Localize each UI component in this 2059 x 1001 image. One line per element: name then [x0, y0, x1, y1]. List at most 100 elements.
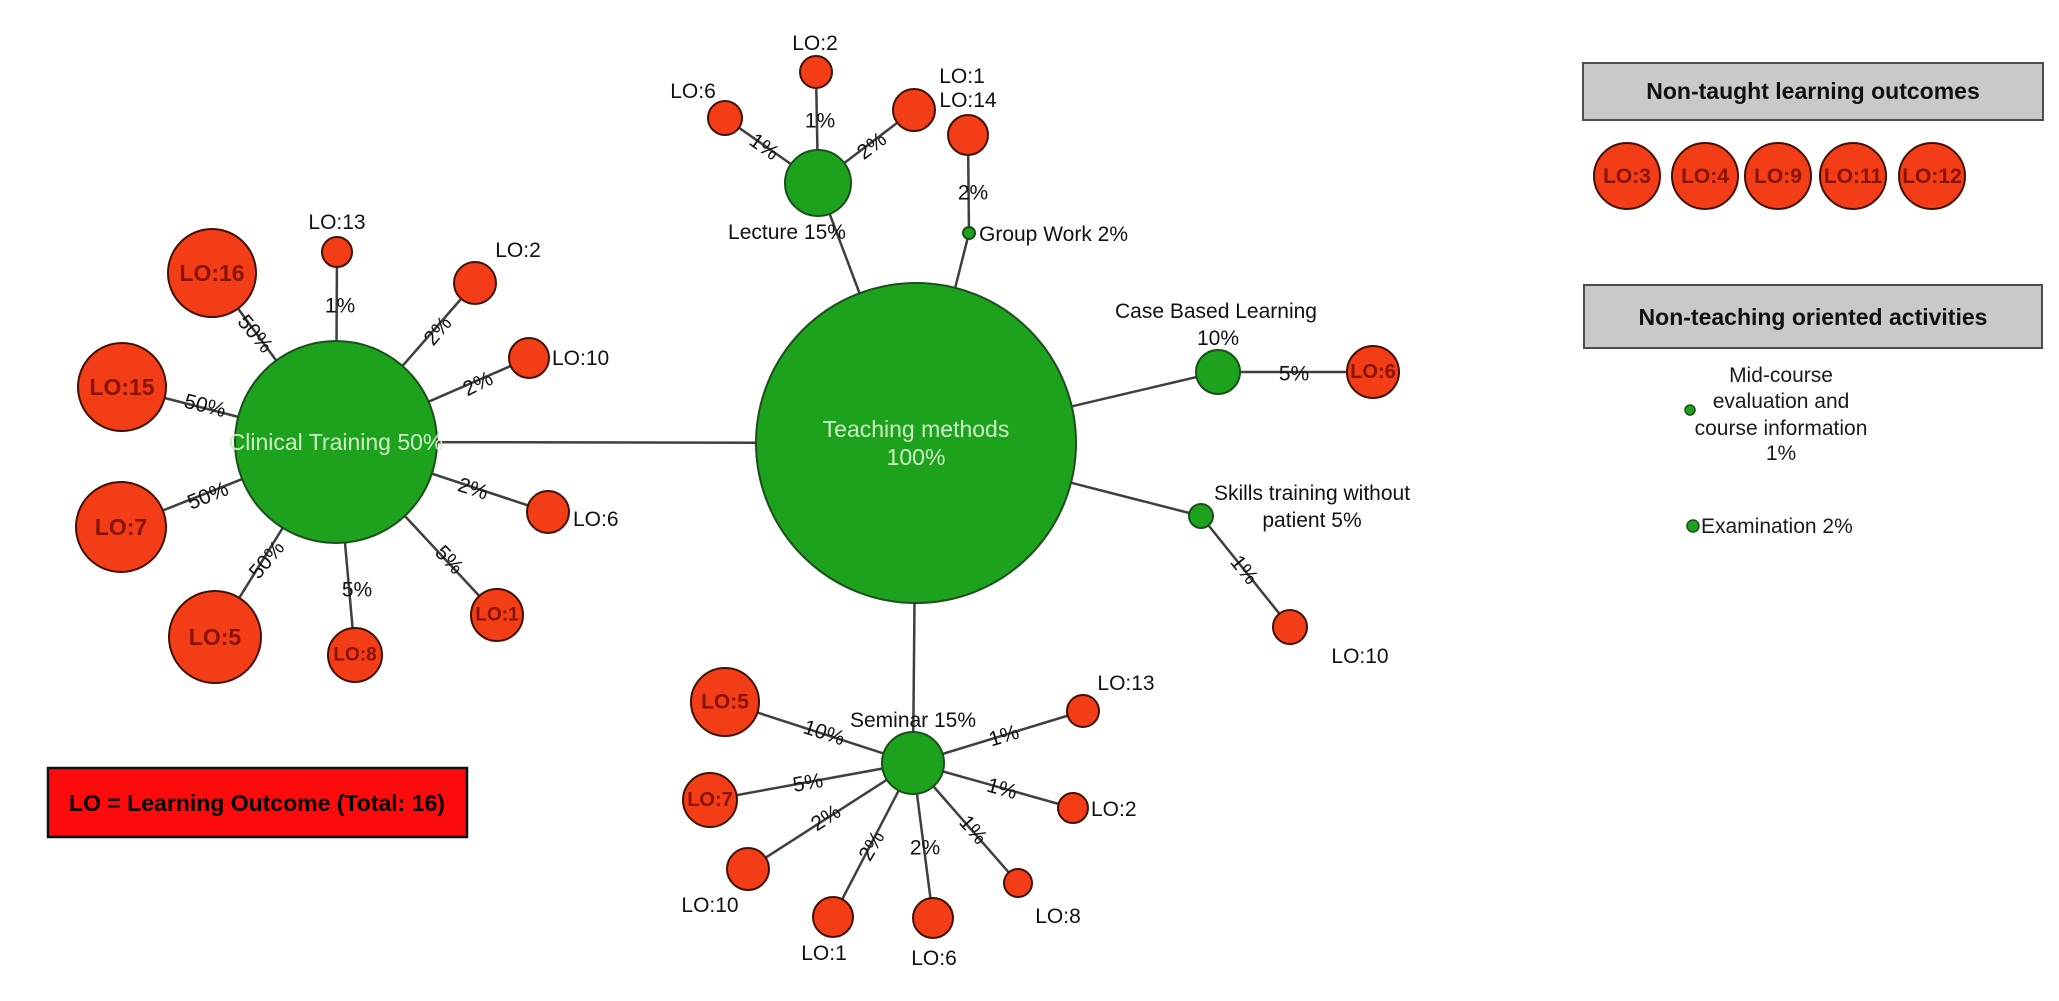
edge-label-ct-ct-lo6: 2%	[455, 473, 491, 504]
legend-chip-lo3	[1593, 142, 1661, 210]
node-ct	[234, 340, 438, 544]
node-label-ct-lo7: LO:7	[95, 514, 147, 540]
edge-seminar-sem-lo10	[747, 761, 914, 871]
label-10-: 10%	[1197, 327, 1239, 350]
node-seminar	[881, 731, 945, 795]
examination-label: Examination 2%	[1701, 515, 1853, 538]
node-ct-lo16	[167, 228, 257, 318]
label-lo-6: LO:6	[573, 508, 619, 531]
node-ct-lo2	[453, 261, 497, 305]
label-lo-13: LO:13	[308, 211, 365, 234]
legend-note: LO = Learning Outcome (Total: 16)	[46, 766, 469, 839]
edge-label-lecture-lec-lo2: 1%	[805, 110, 835, 133]
label-lo-8: LO:8	[1035, 905, 1081, 928]
edge-label-seminar-sem-lo10: 2%	[807, 800, 845, 836]
edge-seminar-sem-lo7	[709, 761, 914, 802]
legend-chip-lo11	[1819, 142, 1887, 210]
node-label-sem-lo5: LO:5	[701, 691, 749, 714]
edge-label-ct-ct-lo10: 2%	[459, 367, 496, 401]
non-taught-header-box	[1582, 62, 2044, 121]
edge-label-lecture-lec-lo6: 1%	[745, 129, 783, 165]
midcourse-dot-icon	[1684, 404, 1696, 416]
note-text: LO = Learning Outcome (Total: 16)	[69, 790, 445, 816]
node-sem-lo8	[1003, 868, 1033, 898]
label-lo-14: LO:14	[939, 89, 997, 112]
node-lec-lo2	[799, 55, 833, 89]
label-lo-1: LO:1	[939, 65, 985, 88]
non-taught-title: Non-taught learning outcomes	[1646, 78, 1980, 104]
edge-label-seminar-sem-lo7: 5%	[791, 769, 825, 797]
non-teaching-header-box	[1583, 284, 2043, 349]
node-label-tm: Teaching methods	[823, 416, 1010, 442]
node-ct-lo5	[168, 590, 262, 684]
node-cbl	[1195, 349, 1241, 395]
label-lo-2: LO:2	[1091, 798, 1137, 821]
legend-chip-lo12	[1898, 142, 1966, 210]
node-sem-lo2	[1057, 792, 1089, 824]
node-label-ct-lo8: LO:8	[333, 645, 376, 666]
edge-skills-sk-lo10	[1200, 515, 1291, 628]
node-sem-lo7	[682, 772, 738, 828]
edge-label-ct-ct-lo1: 5%	[430, 541, 468, 579]
label-patient-5-: patient 5%	[1262, 509, 1361, 532]
node-gw	[962, 226, 976, 240]
label-lo-6: LO:6	[670, 80, 716, 103]
midcourse-line-3: course information	[1695, 417, 1868, 440]
edge-label-seminar-sem-lo13: 1%	[986, 721, 1022, 752]
edge-label-gw-lo14: 2%	[958, 182, 988, 205]
label-skills-training-without: Skills training without	[1214, 482, 1410, 505]
node-label-ct-lo15: LO:15	[89, 374, 154, 400]
node-lo14	[947, 114, 989, 156]
node-lecture	[784, 149, 852, 217]
midcourse-line-4: 1%	[1766, 442, 1796, 465]
edge-label-seminar-sem-lo2: 1%	[984, 774, 1020, 804]
legend-chip-lo9	[1744, 142, 1812, 210]
edge-label-ct-ct-lo15: 50%	[182, 390, 228, 422]
node-skills	[1188, 503, 1214, 529]
edge-label-ct-ct-lo8: 5%	[342, 579, 372, 602]
legend-chip-label-lo9: LO:9	[1754, 165, 1802, 188]
node-label-tm: 100%	[887, 444, 946, 470]
label-lo-2: LO:2	[495, 239, 541, 262]
label-lo-6: LO:6	[911, 947, 957, 970]
non-teaching-title: Non-teaching oriented activities	[1639, 304, 1988, 330]
midcourse-line-1: Mid-course	[1729, 364, 1833, 387]
node-ct-lo1	[470, 588, 524, 642]
node-ct-lo8	[327, 627, 383, 683]
label-lo-2: LO:2	[792, 32, 838, 55]
node-lec-lo6	[707, 100, 743, 136]
label-lo-10: LO:10	[1331, 645, 1388, 668]
node-ct-lo6	[526, 490, 570, 534]
label-group-work-2-: Group Work 2%	[979, 223, 1128, 246]
edge-label-ct-ct-lo13: 1%	[325, 295, 355, 318]
node-ct-lo7	[75, 481, 167, 573]
edge-label-skills-sk-lo10: 1%	[1226, 551, 1263, 589]
legend-chip-label-lo12: LO:12	[1902, 165, 1962, 188]
node-label-cbl-lo6: LO:6	[1350, 361, 1396, 383]
node-lec-lo1	[892, 88, 936, 132]
edge-label-cbl-cbl-lo6: 5%	[1279, 363, 1309, 386]
note-box	[46, 766, 469, 839]
legend-chip-label-lo11: LO:11	[1824, 165, 1883, 188]
legend-non-taught-outcomes: Non-taught learning outcomes LO:3 LO:4 L…	[1582, 62, 2044, 210]
edge-label-ct-ct-lo2: 2%	[419, 312, 456, 350]
edge-label-seminar-sem-lo5: 10%	[800, 716, 847, 751]
node-sem-lo1	[812, 896, 854, 938]
node-sk-lo10	[1272, 609, 1308, 645]
legend-non-teaching-activities: Non-teaching oriented activities Mid-cou…	[1583, 284, 2043, 538]
label-case-based-learning: Case Based Learning	[1115, 300, 1317, 323]
node-label-ct-lo5: LO:5	[189, 624, 242, 650]
node-sem-lo13	[1066, 694, 1100, 728]
node-ct-lo15	[77, 342, 167, 432]
node-label-ct: Clinical Training 50%	[229, 429, 444, 455]
node-tm	[755, 282, 1077, 604]
node-label-ct-lo16: LO:16	[179, 260, 244, 286]
node-cbl-lo6	[1346, 345, 1400, 399]
node-ct-lo10	[508, 337, 550, 379]
examination-dot-icon	[1686, 519, 1700, 533]
node-label-ct-lo1: LO:1	[475, 605, 519, 626]
node-sem-lo6	[912, 897, 954, 939]
